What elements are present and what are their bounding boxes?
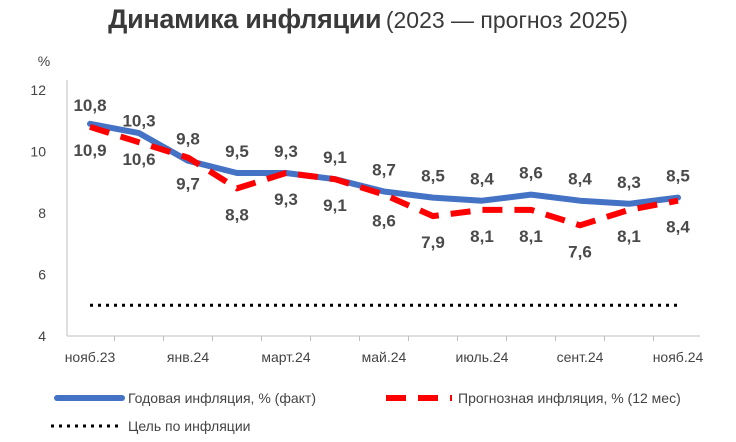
legend-label-forecast: Прогнозная инфляция, % (12 мес) <box>458 390 681 406</box>
legend-label-target: Цель по инфляции <box>128 418 250 434</box>
data-label: 8,1 <box>617 227 641 246</box>
data-label: 8,3 <box>617 173 641 192</box>
data-label: 8,6 <box>519 164 543 183</box>
y-tick-label: 12 <box>30 82 46 98</box>
y-tick-label: 4 <box>38 328 46 344</box>
data-label: 8,5 <box>421 167 445 186</box>
data-label: 10,6 <box>122 150 155 169</box>
x-tick-label: сент.24 <box>557 349 604 365</box>
chart-title: Динамика инфляции (2023 — прогноз 2025) <box>0 4 736 35</box>
x-tick-label: март.24 <box>261 349 310 365</box>
y-tick-label: 6 <box>38 267 46 283</box>
series-line-dashed <box>89 124 679 229</box>
data-label: 8,8 <box>225 205 249 224</box>
data-label: 9,3 <box>274 190 298 209</box>
y-axis-unit-label: % <box>38 53 50 69</box>
data-label: 7,9 <box>421 233 445 252</box>
data-label: 9,8 <box>176 130 200 149</box>
data-label: 9,1 <box>323 148 347 167</box>
data-label: 9,3 <box>274 142 298 161</box>
data-label: 7,6 <box>568 242 592 261</box>
data-label: 8,4 <box>666 218 690 237</box>
x-tick-label: нояб.23 <box>65 349 116 365</box>
data-label: 10,9 <box>73 141 106 160</box>
x-tick-label: нояб.24 <box>653 349 704 365</box>
y-tick-label: 8 <box>38 205 46 221</box>
legend-label-fact: Годовая инфляция, % (факт) <box>128 390 316 406</box>
data-label: 8,1 <box>519 227 543 246</box>
data-label: 10,8 <box>73 96 106 115</box>
x-tick-label: янв.24 <box>167 349 209 365</box>
data-label: 8,5 <box>666 167 690 186</box>
data-label: 9,5 <box>225 142 249 161</box>
data-label: 8,7 <box>372 160 396 179</box>
data-label: 9,1 <box>323 196 347 215</box>
data-label: 10,3 <box>122 111 155 130</box>
data-label: 8,6 <box>372 212 396 231</box>
data-label: 8,4 <box>568 170 592 189</box>
x-tick-label: май.24 <box>362 349 407 365</box>
chart-title-sub: (2023 — прогноз 2025) <box>385 7 628 33</box>
data-label: 8,1 <box>470 227 494 246</box>
data-label: 8,4 <box>470 170 494 189</box>
data-label: 9,7 <box>176 175 200 194</box>
x-tick-label: июль.24 <box>456 349 509 365</box>
chart-title-main: Динамика инфляции <box>108 4 382 34</box>
y-tick-label: 10 <box>30 144 46 160</box>
